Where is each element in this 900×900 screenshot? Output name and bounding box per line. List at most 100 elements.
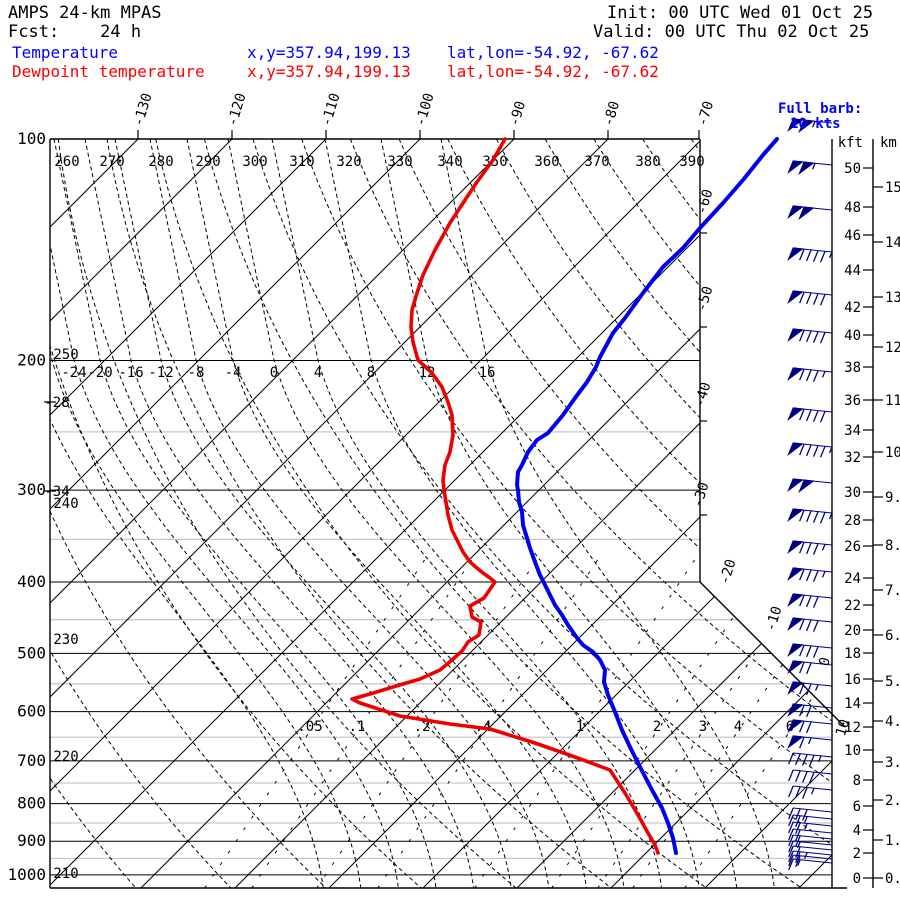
svg-text:12: 12 [419,365,436,381]
wind-barb [787,205,833,221]
barb-legend-units: 10 kts [790,116,841,132]
wind-barb [787,407,833,423]
legend-temperature-label: Temperature [12,43,118,62]
svg-text:3.: 3. [885,755,900,771]
svg-text:300: 300 [17,480,46,499]
svg-text:-34: -34 [44,484,69,500]
svg-text:46: 46 [844,228,861,244]
wind-barb [787,567,833,582]
svg-text:-120: -120 [225,91,250,128]
minor-pressure-gridlines [50,431,832,860]
svg-text:270: 270 [99,154,124,170]
svg-text:1.: 1. [885,833,900,849]
svg-text:2: 2 [853,846,861,862]
svg-text:-40: -40 [692,380,715,409]
svg-text:42: 42 [844,300,861,316]
svg-text:210: 210 [53,866,78,882]
wind-barb [787,540,833,555]
svg-text:.2: .2 [414,719,431,735]
svg-text:250: 250 [53,347,78,363]
svg-text:22: 22 [844,598,861,614]
wind-barb [788,785,833,799]
svg-text:-28: -28 [44,395,69,411]
svg-text:38: 38 [844,360,861,376]
svg-text:6: 6 [853,799,861,815]
svg-text:24: 24 [844,571,861,587]
svg-text:-12: -12 [148,365,173,381]
wind-barb [787,328,833,344]
isotherms [50,139,832,888]
svg-text:50: 50 [844,161,861,177]
svg-text:8: 8 [853,773,861,789]
wind-barb [787,703,833,718]
svg-text:320: 320 [336,154,361,170]
svg-text:4: 4 [734,719,742,735]
svg-text:-20: -20 [87,365,112,381]
svg-text:2: 2 [653,719,661,735]
wind-barb-column: Full barb:10 kts [778,101,862,871]
svg-text:330: 330 [387,154,412,170]
svg-text:1: 1 [576,719,584,735]
svg-text:.05: .05 [297,719,322,735]
legend-temperature-xy: x,y=357.94,199.13 [247,43,411,62]
init-time: Init: 00 UTC Wed 01 Oct 25 [607,3,874,23]
svg-text:240: 240 [53,496,78,512]
svg-text:100: 100 [17,129,46,148]
wind-barb [788,821,833,834]
svg-text:14: 14 [844,696,861,712]
legend-temperature-latlon: lat,lon=-54.92, -67.62 [447,43,659,62]
svg-text:-80: -80 [601,99,624,128]
svg-text:200: 200 [17,351,46,370]
svg-text:360: 360 [534,154,559,170]
svg-text:380: 380 [635,154,660,170]
valid-time: Valid: 00 UTC Thu 02 Oct 25 [593,22,870,42]
legend-dewpoint-label: Dewpoint temperature [12,62,205,81]
svg-text:10.: 10. [885,445,900,461]
svg-text:13.: 13. [885,290,900,306]
svg-text:0.: 0. [885,871,900,887]
svg-text:20: 20 [844,623,861,639]
svg-text:44: 44 [844,263,861,279]
wind-barb [787,681,833,696]
moist-adiabats [50,139,775,888]
svg-text:-70: -70 [695,99,718,128]
dewpoint-curve [350,137,660,855]
svg-text:40: 40 [844,328,861,344]
wind-barb [787,617,833,632]
svg-text:700: 700 [17,751,46,770]
svg-text:kft: kft [838,135,863,151]
svg-text:290: 290 [195,154,220,170]
svg-text:280: 280 [148,154,173,170]
dewpoint-trace [350,137,660,855]
svg-text:34: 34 [844,423,861,439]
svg-text:12.: 12. [885,340,900,356]
svg-text:28: 28 [844,513,861,529]
svg-text:600: 600 [17,702,46,721]
legend-dewpoint-latlon: lat,lon=-54.92, -67.62 [447,62,659,81]
svg-text:8: 8 [367,365,375,381]
wind-barb [787,719,833,734]
wind-barb [788,850,833,863]
temperature-curve [515,137,779,855]
wind-barb [787,643,833,658]
svg-text:400: 400 [17,572,46,591]
svg-text:-60: -60 [694,187,717,216]
svg-text:36: 36 [844,393,861,409]
height-axes: kft km50484644424038363432302826242220181… [838,135,900,887]
svg-text:390: 390 [679,154,704,170]
svg-text:8.: 8. [885,538,900,554]
svg-text:15.: 15. [885,180,900,196]
svg-text:6.: 6. [885,628,900,644]
svg-text:30: 30 [844,485,861,501]
wind-barb [787,118,833,134]
wind-barb [787,478,833,494]
svg-text:5.: 5. [885,674,900,690]
svg-text:4: 4 [853,823,861,839]
svg-text:800: 800 [17,794,46,813]
plot-frame [44,130,874,889]
svg-text:370: 370 [584,154,609,170]
wind-barb [787,247,833,263]
wind-barb [787,367,833,382]
